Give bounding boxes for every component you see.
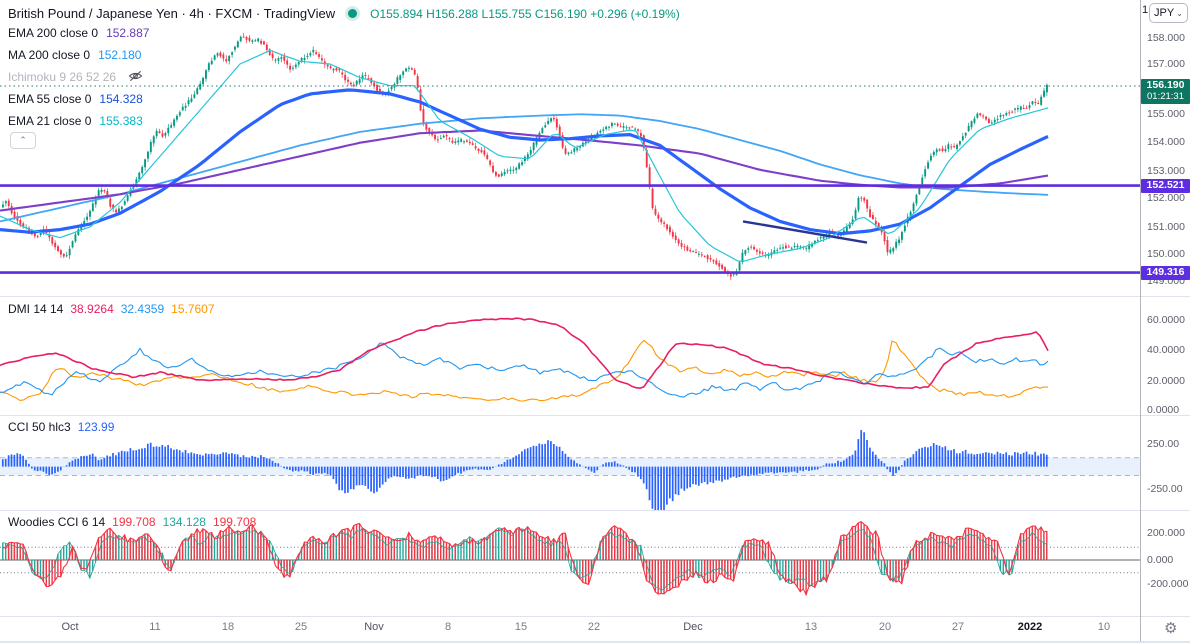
time-label-18: 18 — [221, 621, 235, 633]
badge-price: 152.521 — [1146, 179, 1185, 191]
indicator-value: 32.4359 — [120, 302, 165, 316]
time-label-13: 13 — [804, 621, 818, 633]
indicator-header-woodies[interactable]: Woodies CCI 6 14 199.708 134.128 199.708 — [8, 515, 256, 529]
legend-label: EMA 200 close 0 — [8, 26, 99, 40]
legend-label: MA 200 close 0 — [8, 48, 91, 62]
time-label-10: 10 — [1097, 621, 1111, 633]
legend-row-ichimoku-9-26-52-26[interactable]: Ichimoku 9 26 52 26 — [8, 69, 143, 85]
indicator-value: 38.9264 — [70, 302, 114, 316]
currency-label: JPY — [1154, 7, 1175, 19]
time-label-8: 8 — [444, 621, 452, 633]
ohlc-readout: O155.894 H156.288 L155.755 C156.190 +0.2… — [370, 6, 680, 21]
time-label-27: 27 — [951, 621, 965, 633]
axis-label: -250.00 — [1147, 483, 1183, 495]
chevron-up-icon: ⌃ — [19, 135, 27, 145]
axis-label: 151.000 — [1147, 221, 1185, 233]
indicator-value: 15.7607 — [171, 302, 215, 316]
indicator-title: Woodies CCI 6 14 — [8, 515, 106, 529]
axis-label: 40.0000 — [1147, 344, 1185, 356]
axis-label: 153.000 — [1147, 165, 1185, 177]
legend-value: 155.383 — [99, 114, 143, 128]
indicator-value: 134.128 — [162, 515, 206, 529]
indicator-value: 123.99 — [77, 420, 115, 434]
axis-label: 150.000 — [1147, 248, 1185, 260]
legend-row-ema-200-close-0[interactable]: EMA 200 close 0 152.887 — [8, 25, 149, 41]
indicator-header-dmi[interactable]: DMI 14 14 38.9264 32.4359 15.7607 — [8, 302, 215, 316]
eye-off-icon[interactable] — [128, 70, 143, 85]
chevron-down-icon: ⌄ — [1176, 8, 1183, 18]
indicator-title: DMI 14 14 — [8, 302, 64, 316]
axis-label: 157.000 — [1147, 58, 1185, 70]
time-label-20: 20 — [878, 621, 892, 633]
legend-value: 154.328 — [99, 92, 143, 106]
legend-value: 152.887 — [106, 26, 150, 40]
indicator-header-cci[interactable]: CCI 50 hlc3 123.99 — [8, 420, 114, 434]
market-status-icon — [348, 9, 358, 18]
axis-label: 0.000 — [1147, 554, 1174, 566]
time-label-nov: Nov — [364, 621, 384, 633]
badge-price: 149.316 — [1146, 266, 1185, 278]
axis-label: 152.000 — [1147, 192, 1185, 204]
legend-row-ema-55-close-0[interactable]: EMA 55 close 0 154.328 — [8, 91, 143, 107]
symbol-title[interactable]: British Pound / Japanese Yen · 4h · FXCM… — [8, 6, 336, 21]
legend-label: EMA 55 close 0 — [8, 92, 92, 106]
indicator-title: CCI 50 hlc3 — [8, 420, 71, 434]
axis-label: 60.0000 — [1147, 314, 1185, 326]
level-price-badge: 152.521 — [1141, 179, 1190, 193]
time-label-22: 22 — [587, 621, 601, 633]
last-price-badge: 156.190 01:21:31 — [1141, 79, 1190, 104]
legend-label: EMA 21 close 0 — [8, 114, 92, 128]
badge-price: 156.190 — [1146, 79, 1185, 91]
axis-label: 250.00 — [1147, 438, 1180, 450]
currency-unit-button[interactable]: JPY ⌄ — [1149, 3, 1188, 23]
indicator-value: 199.708 — [112, 515, 156, 529]
axis-label: -200.000 — [1147, 578, 1189, 590]
level-price-badge: 149.316 — [1141, 266, 1190, 280]
axis-label: 200.000 — [1147, 527, 1185, 539]
axis-label: 0.0000 — [1147, 404, 1180, 416]
legend-row-ma-200-close-0[interactable]: MA 200 close 0 152.180 — [8, 47, 141, 63]
time-label-11: 11 — [149, 621, 161, 633]
time-label-2022: 2022 — [1017, 621, 1043, 633]
time-label-25: 25 — [294, 621, 308, 633]
time-label-15: 15 — [514, 621, 528, 633]
time-label-dec: Dec — [683, 621, 703, 633]
axis-label: 155.000 — [1147, 108, 1185, 120]
indicator-value: 199.708 — [212, 515, 257, 529]
legend-row-ema-21-close-0[interactable]: EMA 21 close 0 155.383 — [8, 113, 143, 129]
badge-countdown: 01:21:31 — [1147, 91, 1184, 102]
legend-collapse-button[interactable]: ⌃ — [10, 132, 36, 149]
bottom-edge-divider — [0, 641, 1190, 643]
time-label-oct: Oct — [61, 621, 79, 633]
gear-icon[interactable]: ⚙ — [1164, 620, 1178, 637]
axis-label: 154.000 — [1147, 136, 1185, 148]
axis-label: 158.000 — [1147, 32, 1185, 44]
legend-label: Ichimoku 9 26 52 26 — [8, 70, 117, 84]
clipped-axis-digit: 1 — [1142, 4, 1149, 16]
chart-header: British Pound / Japanese Yen · 4h · FXCM… — [8, 6, 680, 21]
axis-label: 20.0000 — [1147, 375, 1185, 387]
legend-value: 152.180 — [98, 48, 142, 62]
